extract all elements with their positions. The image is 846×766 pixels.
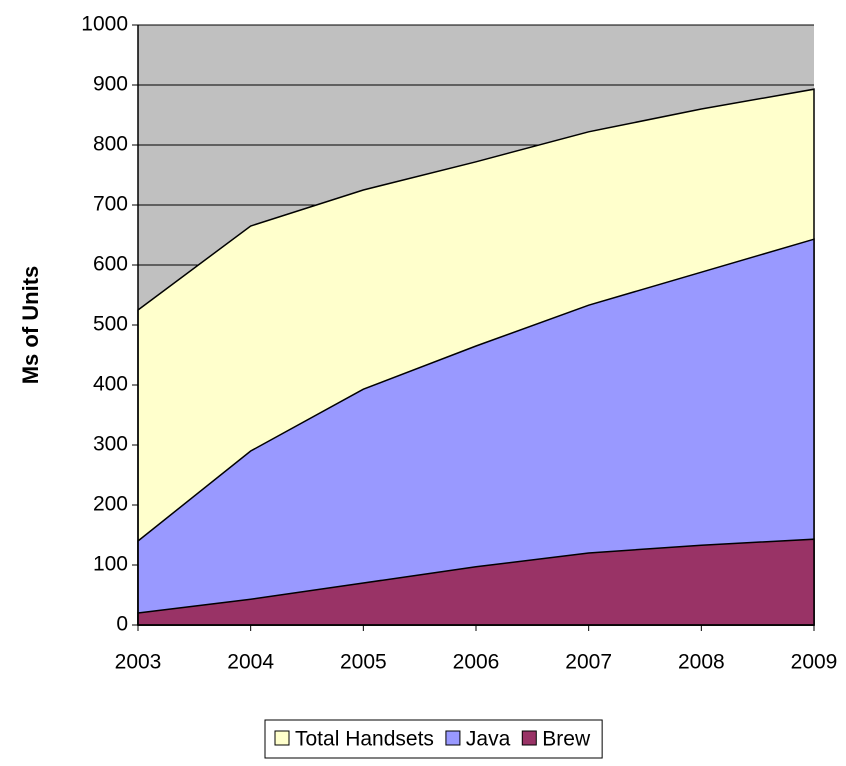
- legend: Total Handsets Java Brew: [264, 719, 603, 759]
- x-tick-label: 2007: [565, 651, 612, 674]
- y-tick-label: 800: [93, 133, 128, 156]
- y-tick-label: 200: [93, 493, 128, 516]
- y-tick-label: 500: [93, 313, 128, 336]
- legend-label: Total Handsets: [295, 728, 434, 751]
- x-tick-label: 2005: [340, 651, 387, 674]
- legend-label: Brew: [542, 728, 591, 751]
- x-tick-label: 2009: [791, 651, 838, 674]
- legend-box: [264, 719, 603, 759]
- legend-swatch: [521, 730, 537, 746]
- y-tick-label: 400: [93, 373, 128, 396]
- x-tick-label: 2008: [678, 651, 725, 674]
- x-tick-label: 2004: [227, 651, 274, 674]
- legend-swatch: [274, 730, 290, 746]
- y-tick-label: 0: [116, 613, 128, 636]
- y-tick-label: 1000: [81, 13, 128, 36]
- y-tick-label: 700: [93, 193, 128, 216]
- x-tick-label: 2006: [453, 651, 500, 674]
- y-tick-label: 100: [93, 553, 128, 576]
- y-tick-label: 300: [93, 433, 128, 456]
- legend-swatch: [445, 730, 461, 746]
- legend-label: Java: [466, 728, 511, 751]
- x-tick-label: 2003: [115, 651, 162, 674]
- y-tick-label: 600: [93, 253, 128, 276]
- y-tick-label: 900: [93, 73, 128, 96]
- y-axis-label: Ms of Units: [18, 266, 43, 385]
